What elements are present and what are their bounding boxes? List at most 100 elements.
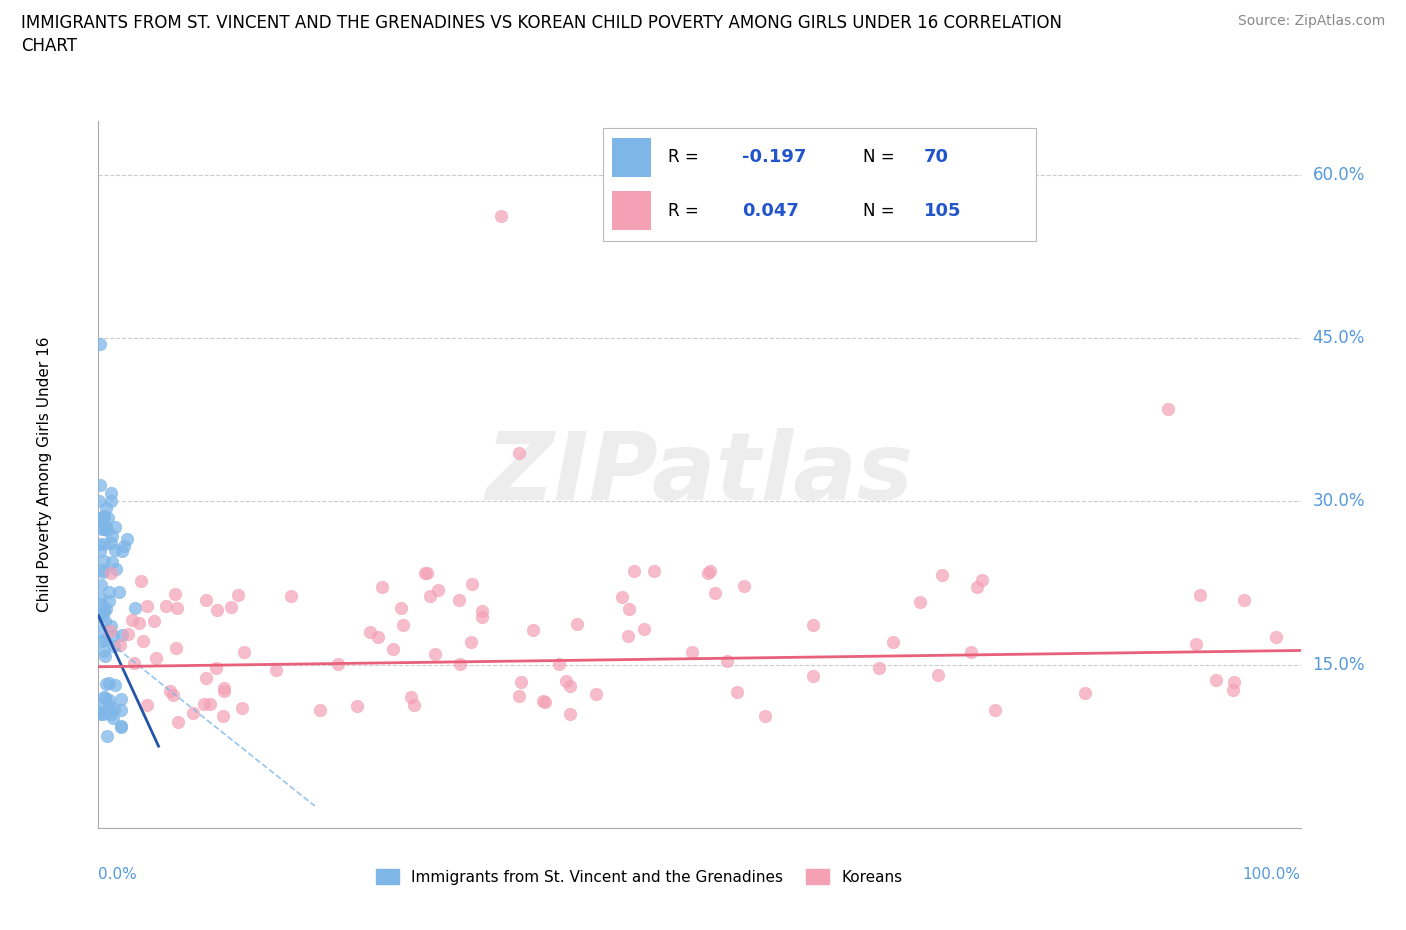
Point <box>207 603 229 618</box>
Point <box>104 561 127 576</box>
Point <box>205 660 228 675</box>
Text: Child Poverty Among Girls Under 16: Child Poverty Among Girls Under 16 <box>37 337 52 612</box>
Point <box>166 715 188 730</box>
Point <box>489 208 512 223</box>
Point <box>309 702 332 717</box>
Point <box>98 624 121 639</box>
Point <box>100 536 122 551</box>
Point <box>110 703 132 718</box>
Point <box>232 644 254 659</box>
Point <box>716 654 738 669</box>
Point <box>725 684 748 699</box>
Point <box>104 520 127 535</box>
Point <box>93 690 115 705</box>
Point <box>1157 402 1180 417</box>
Point <box>143 613 166 628</box>
Text: 100.0%: 100.0% <box>1243 867 1301 882</box>
Point <box>801 618 824 632</box>
Point <box>983 702 1005 717</box>
Point <box>93 644 115 658</box>
Point <box>103 639 125 654</box>
Point <box>100 485 122 500</box>
Point <box>931 567 953 582</box>
Point <box>508 445 530 460</box>
Point <box>803 669 825 684</box>
Point <box>681 644 703 659</box>
Point <box>522 623 544 638</box>
Text: 45.0%: 45.0% <box>1313 329 1365 348</box>
Point <box>391 618 413 632</box>
Point <box>214 681 236 696</box>
Point <box>94 602 117 617</box>
Point <box>103 702 125 717</box>
Point <box>419 589 441 604</box>
Point <box>1223 674 1246 689</box>
Point <box>1205 673 1227 688</box>
Text: ZIPatlas: ZIPatlas <box>485 429 914 520</box>
Point <box>193 697 215 711</box>
Point <box>87 511 110 525</box>
Point <box>696 565 718 580</box>
Point <box>94 633 117 648</box>
Point <box>90 698 112 713</box>
Point <box>1188 588 1211 603</box>
Point <box>198 696 221 711</box>
Point <box>122 656 145 671</box>
Point <box>510 674 533 689</box>
Point <box>87 537 110 551</box>
Point <box>91 563 114 578</box>
Point <box>399 689 422 704</box>
Point <box>882 634 904 649</box>
Point <box>91 605 114 620</box>
Legend: Immigrants from St. Vincent and the Grenadines, Koreans: Immigrants from St. Vincent and the Gren… <box>370 862 908 891</box>
Point <box>908 594 931 609</box>
Point <box>623 564 645 578</box>
Point <box>93 509 115 524</box>
Point <box>110 692 132 707</box>
Point <box>117 627 139 642</box>
Point <box>155 599 177 614</box>
Point <box>100 494 122 509</box>
Point <box>211 709 233 724</box>
Point <box>367 630 389 644</box>
Point <box>165 641 187 656</box>
Point <box>531 694 554 709</box>
Point <box>415 566 437 581</box>
Point <box>131 633 153 648</box>
Text: 15.0%: 15.0% <box>1313 656 1365 673</box>
Point <box>547 657 569 671</box>
Point <box>110 719 132 734</box>
Point <box>89 591 111 605</box>
Point <box>610 590 633 604</box>
Point <box>94 520 117 535</box>
Point <box>617 629 640 644</box>
Point <box>89 337 111 352</box>
Point <box>108 584 131 599</box>
Point <box>1232 593 1254 608</box>
Point <box>100 618 122 633</box>
Point <box>754 709 776 724</box>
Point <box>163 587 186 602</box>
Point <box>121 613 143 628</box>
Point <box>159 684 181 698</box>
Point <box>93 537 115 551</box>
Point <box>98 698 121 712</box>
Point <box>181 706 204 721</box>
Point <box>94 500 117 515</box>
Point <box>110 628 132 643</box>
Point <box>868 661 890 676</box>
Point <box>382 642 405 657</box>
Point <box>97 511 120 525</box>
Point <box>104 678 127 693</box>
Point <box>101 629 124 644</box>
Point <box>617 602 640 617</box>
Point <box>643 564 665 578</box>
Point <box>959 645 981 660</box>
Point <box>100 565 122 580</box>
Point <box>415 565 437 580</box>
Point <box>471 604 494 618</box>
Point <box>145 650 167 665</box>
Text: IMMIGRANTS FROM ST. VINCENT AND THE GRENADINES VS KOREAN CHILD POVERTY AMONG GIR: IMMIGRANTS FROM ST. VINCENT AND THE GREN… <box>21 14 1062 32</box>
Point <box>93 553 115 568</box>
Point <box>93 614 115 629</box>
